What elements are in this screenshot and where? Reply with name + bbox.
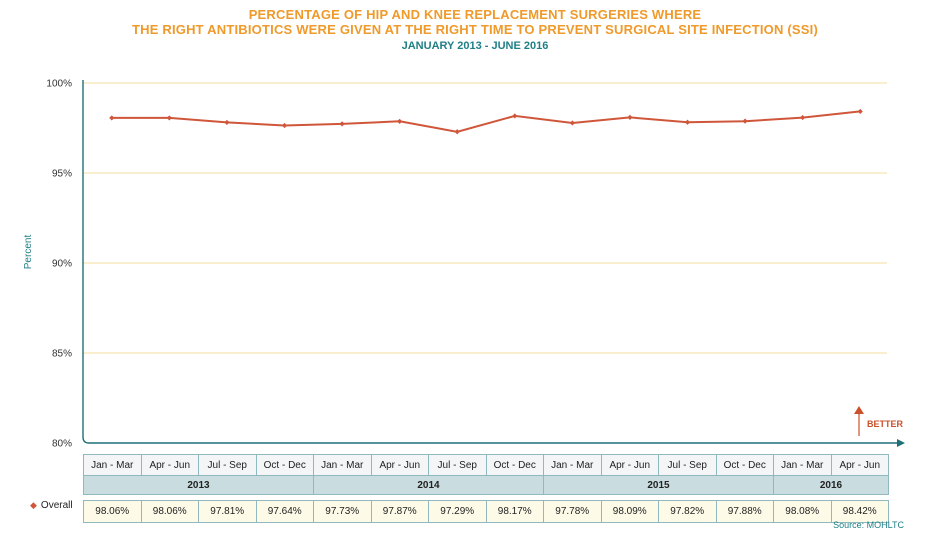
axis-line (82, 80, 897, 444)
source-note: Source: MOHLTC (833, 520, 904, 530)
y-axis-ticks: 80% 85% 90% 95% 100% (46, 79, 72, 450)
data-label: 97.88% (715, 500, 774, 523)
x-tick-label: Apr - Jun (600, 454, 659, 476)
better-indicator: BETTER (854, 406, 904, 436)
data-point (857, 108, 863, 115)
x-tick-label: Jan - Mar (543, 454, 602, 476)
diamond-icon: ◆ (30, 500, 37, 510)
data-point (224, 119, 230, 126)
data-point (109, 115, 115, 121)
x-tick-label: Apr - Jun (830, 454, 889, 476)
x-tick-label: Jan - Mar (773, 454, 832, 476)
x-tick-label: Apr - Jun (370, 454, 429, 476)
x-tick-label: Jan - Mar (83, 454, 142, 476)
data-label: 98.06% (140, 500, 199, 523)
gridlines (83, 82, 887, 354)
x-tick-label: Oct - Dec (485, 454, 544, 476)
data-label: 97.29% (428, 500, 487, 523)
data-label: 98.42% (830, 500, 889, 523)
year-label: 2013 (83, 475, 314, 495)
values-row: 98.06% 98.06% 97.81% 97.64% 97.73% 97.87% 97.2… (83, 500, 889, 523)
data-point (569, 120, 575, 126)
data-label: 97.81% (198, 500, 257, 523)
y-tick-label: 95% (52, 169, 72, 180)
data-point (397, 118, 403, 124)
data-label: 98.09% (600, 500, 659, 523)
chart-subtitle: JANUARY 2013 - JUNE 2016 (401, 40, 549, 52)
x-tick-label: Jul - Sep (658, 454, 717, 476)
legend: ◆ Overall (30, 500, 73, 511)
x-tick-label: Apr - Jun (140, 454, 199, 476)
y-tick-label: 80% (52, 439, 72, 450)
legend-label-overall: Overall (40, 500, 73, 511)
data-label: 98.08% (773, 500, 832, 523)
y-tick-label: 85% (52, 349, 72, 360)
y-tick-label: 90% (52, 259, 72, 270)
x-axis-arrow-icon (897, 439, 905, 447)
data-label: 97.87% (370, 500, 429, 523)
quarter-row: Jan - Mar Apr - Jun Jul - Sep Oct - Dec Jan … (83, 454, 889, 476)
chart-title-line-1: PERCENTAGE OF HIP AND KNEE REPLACEMENT S… (248, 7, 702, 22)
data-label: 97.64% (255, 500, 314, 523)
data-point (742, 118, 748, 124)
better-label: BETTER (867, 419, 904, 429)
chart-title-line-2: THE RIGHT ANTIBIOTICS WERE GIVEN AT THE … (131, 22, 819, 37)
data-table: Jan - Mar Apr - Jun Jul - Sep Oct - Dec Jan … (83, 454, 889, 523)
data-label: 98.06% (83, 500, 142, 523)
year-label: 2014 (313, 475, 544, 495)
axes (82, 80, 905, 447)
x-tick-label: Jul - Sep (428, 454, 487, 476)
data-label: 97.73% (313, 500, 372, 523)
series-overall (109, 108, 863, 135)
x-tick-label: Jul - Sep (198, 454, 257, 476)
data-label: 97.82% (658, 500, 717, 523)
data-point (684, 119, 691, 125)
data-point (166, 115, 172, 121)
series-line (111, 110, 861, 133)
data-point (339, 121, 345, 127)
data-label: 98.17% (485, 500, 544, 523)
x-tick-label: Jan - Mar (313, 454, 372, 476)
data-point (454, 129, 460, 135)
y-tick-label: 100% (46, 79, 72, 90)
x-tick-label: Oct - Dec (255, 454, 314, 476)
data-point (800, 114, 806, 121)
data-point (512, 113, 518, 119)
year-label: 2015 (543, 475, 774, 495)
data-label: 97.78% (543, 500, 602, 523)
data-point (627, 114, 633, 120)
y-axis-label: Percent (23, 235, 34, 270)
year-row: 2013 2014 2015 2016 (83, 475, 889, 495)
year-label: 2016 (773, 475, 889, 495)
x-tick-label: Oct - Dec (715, 454, 774, 476)
arrow-up-icon (854, 406, 864, 414)
data-point (281, 122, 288, 129)
